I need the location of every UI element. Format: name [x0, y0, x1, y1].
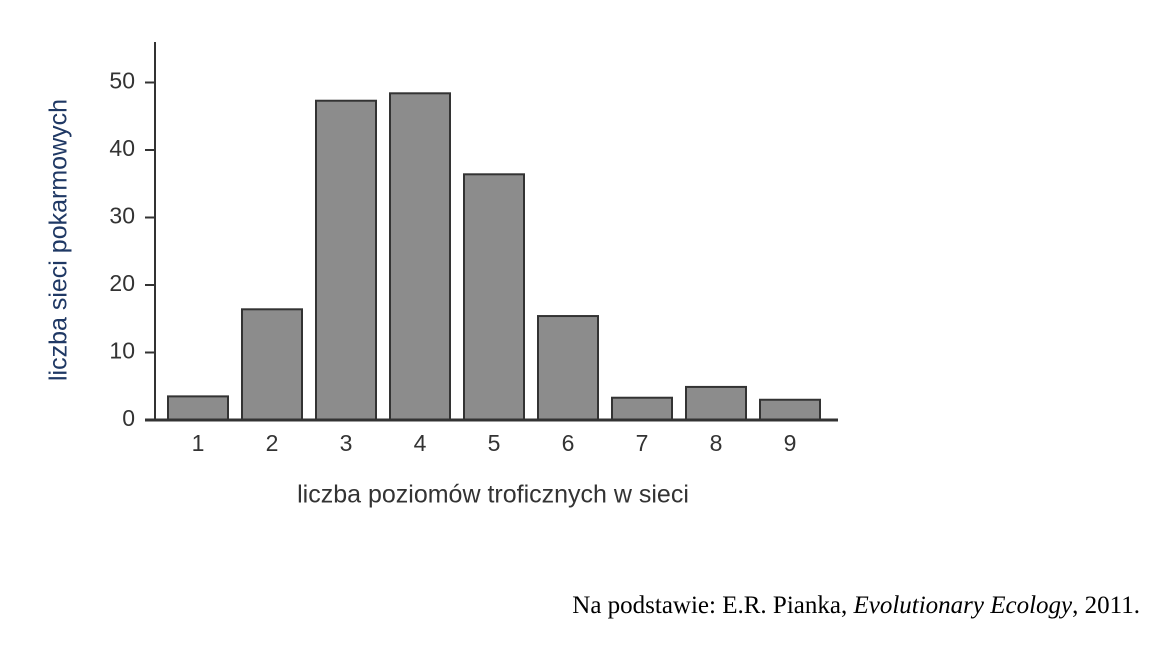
bar — [463, 173, 525, 421]
y-axis-label: liczba sieci pokarmowych — [45, 99, 73, 381]
bar — [167, 395, 229, 421]
x-tick-label: 7 — [636, 430, 649, 456]
bar — [389, 92, 451, 422]
y-tick-label: 50 — [109, 68, 135, 94]
x-tick-label: 5 — [488, 430, 501, 456]
y-tick-label: 0 — [122, 405, 135, 431]
x-axis-label: liczba poziomów troficznych w sieci — [297, 481, 689, 509]
bar — [685, 385, 747, 421]
x-tick-label: 4 — [414, 430, 427, 456]
x-tick-label: 8 — [710, 430, 723, 456]
source-prefix: Na podstawie: E.R. Pianka, — [572, 592, 853, 619]
bar — [241, 308, 303, 421]
y-tick-label: 10 — [109, 338, 135, 364]
source: Na podstawie: E.R. Pianka, Evolutionary … — [572, 592, 1140, 619]
bar — [537, 315, 599, 421]
x-tick-label: 2 — [266, 430, 279, 456]
x-tick-label: 6 — [562, 430, 575, 456]
bar — [759, 398, 821, 421]
source-title: Evolutionary Ecology — [852, 592, 1073, 619]
y-tick-label: 20 — [109, 270, 135, 296]
x-tick-label: 9 — [784, 430, 797, 456]
bar — [315, 99, 377, 421]
x-tick-label: 1 — [192, 430, 205, 456]
bar — [611, 396, 673, 422]
y-tick-label: 40 — [109, 135, 135, 161]
x-tick-label: 3 — [340, 430, 353, 456]
source-suffix: , 2011. — [1072, 592, 1140, 619]
y-tick-label: 30 — [109, 203, 135, 229]
